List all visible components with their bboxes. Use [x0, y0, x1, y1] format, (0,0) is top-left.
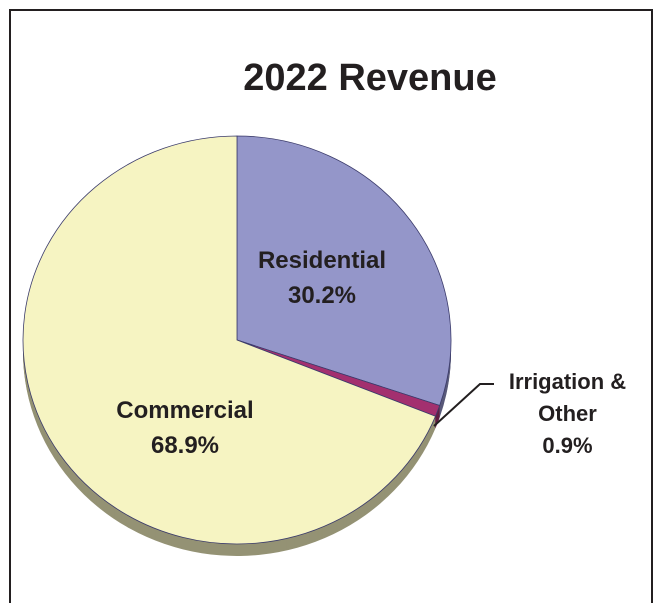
category-label: Irrigation & Other [508, 369, 627, 426]
pie [22, 135, 452, 556]
chart-title: 2022 Revenue [243, 57, 497, 99]
frame [9, 9, 653, 603]
slice [236, 135, 452, 406]
slice [22, 135, 437, 545]
category-label: Residential [257, 247, 387, 274]
category-label: Commercial [116, 397, 254, 424]
value-label: 30.2% [287, 281, 357, 309]
value-label: 0.9% [542, 432, 593, 458]
value-label: 68.9% [150, 431, 220, 459]
slice-label: Residential 30.2% [222, 244, 422, 314]
slice-label: Irrigation & Other 0.9% [500, 366, 635, 462]
leader-line [433, 383, 494, 427]
slice-label: Commercial 68.9% [85, 394, 285, 464]
